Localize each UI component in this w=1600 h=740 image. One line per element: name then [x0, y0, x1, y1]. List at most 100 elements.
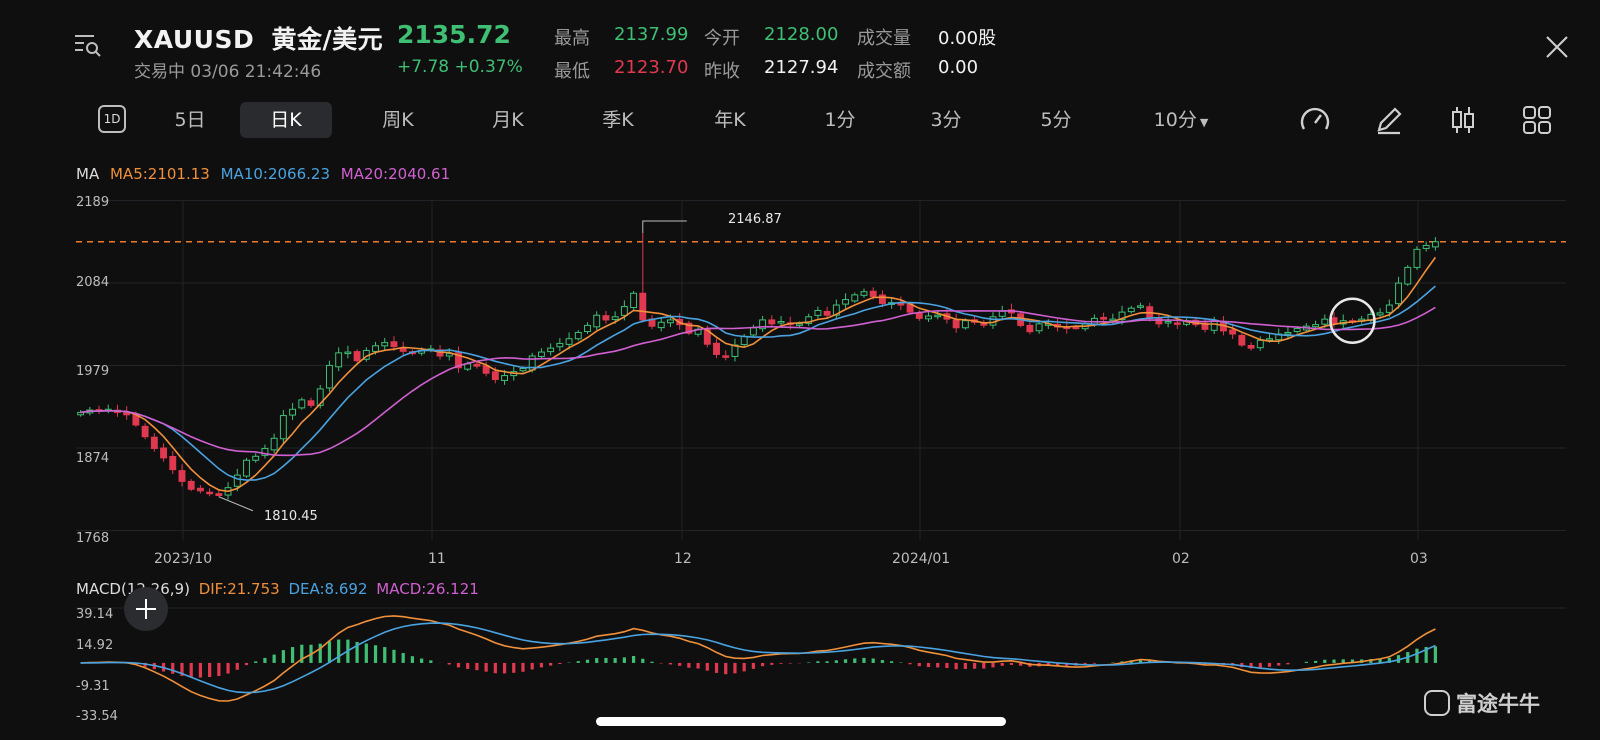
candle-body [713, 342, 720, 355]
tab-3min[interactable]: 3分 [930, 109, 962, 131]
tab-daily-k[interactable]: 日K [240, 102, 332, 138]
candle-body [252, 455, 260, 461]
candle-body [1312, 324, 1320, 328]
candle-body [611, 316, 619, 320]
candle-body [842, 299, 850, 305]
candle-body [740, 335, 748, 346]
candle-body [1127, 307, 1135, 313]
gauge-icon[interactable] [1298, 103, 1332, 137]
candle-body [187, 480, 195, 490]
tab-yearly-k[interactable]: 年K [714, 109, 746, 131]
tab-1min[interactable]: 1分 [824, 109, 856, 131]
candle-body [1293, 328, 1301, 333]
candle-body [832, 304, 840, 316]
y-tick-label: 2189 [76, 195, 110, 210]
stat-turnover-value: 0.00 [938, 57, 979, 78]
macd-value-legend: MACD:26.121 [376, 580, 479, 598]
tab-monthly-k[interactable]: 月K [492, 109, 524, 131]
candle-body [1321, 318, 1329, 325]
candle-body [869, 290, 877, 297]
caret-down-icon: ▼ [1199, 116, 1209, 129]
stat-high-value: 2137.99 [614, 24, 689, 45]
x-tick-label: 02 [1172, 551, 1190, 567]
candle-body [353, 351, 361, 362]
macd-y-tick-label: 14.92 [76, 638, 114, 653]
candle-body [666, 319, 674, 324]
stat-open-label: 今开 [704, 28, 740, 49]
candle-body [703, 328, 711, 345]
dea-legend: DEA:8.692 [288, 580, 368, 598]
candle-body [1330, 317, 1338, 324]
candle-body [372, 345, 379, 352]
candle-body [1284, 331, 1292, 335]
candlestick-icon[interactable] [1446, 103, 1480, 137]
candle-body [749, 327, 757, 336]
ma-legend-title: MA [76, 165, 100, 183]
candle-body [445, 353, 453, 357]
stat-prevclose-value: 2127.94 [764, 57, 839, 78]
candle-body [657, 321, 665, 329]
candle-body [1173, 322, 1181, 325]
tab-5day[interactable]: 5日 [174, 109, 206, 131]
dea-line [80, 622, 1436, 694]
candle-body [915, 313, 923, 319]
candle-body [823, 310, 831, 316]
candle-body [1137, 305, 1144, 308]
tab-5min[interactable]: 5分 [1040, 109, 1072, 131]
symbol-name: 黄金/美元 [271, 25, 384, 54]
dif-legend: DIF:21.753 [198, 580, 280, 598]
highlight-circle [1329, 297, 1376, 344]
stat-prevclose-label: 昨收 [704, 61, 740, 82]
candle-body [316, 388, 324, 406]
candle-body [1164, 320, 1172, 324]
ma20-line [80, 306, 1436, 457]
candle-body [1072, 326, 1080, 330]
candle-body [1247, 344, 1255, 349]
candle-body [325, 364, 333, 389]
candle-body [851, 294, 859, 302]
period-settings-button[interactable]: 1D [98, 105, 126, 133]
candle-body [722, 355, 730, 358]
high-leader-line [642, 220, 687, 234]
tab-weekly-k[interactable]: 周K [382, 109, 414, 131]
y-tick-label: 2084 [76, 275, 110, 290]
symbol-code: XAUUSD [134, 25, 255, 54]
candle-body [1238, 334, 1246, 346]
candle-body [279, 415, 287, 440]
candle-body [1431, 241, 1439, 248]
candle-body [141, 425, 149, 438]
ma20-legend: MA20:2040.61 [340, 165, 451, 183]
home-indicator[interactable] [596, 717, 1006, 726]
candle-body [565, 338, 573, 345]
candle-body [620, 306, 628, 316]
candle-body [1155, 317, 1163, 325]
watermark: 富途牛牛 [1424, 688, 1540, 718]
candle-body [805, 316, 813, 324]
candle-body [1395, 282, 1402, 305]
candle-body [289, 408, 297, 416]
candle-body [307, 400, 315, 406]
ma10-legend: MA10:2066.23 [220, 165, 330, 183]
tab-10min-dropdown[interactable]: 10分 ▼ [1146, 102, 1216, 138]
stat-open-value: 2128.00 [764, 24, 839, 45]
candle-body [455, 352, 462, 369]
tab-quarterly-k[interactable]: 季K [602, 109, 634, 131]
candle-body [796, 323, 803, 326]
pencil-icon[interactable] [1372, 103, 1406, 137]
add-indicator-button[interactable] [124, 587, 168, 631]
stat-turnover-label: 成交额 [857, 61, 911, 82]
candle-body [206, 491, 214, 495]
candle-body [980, 323, 988, 326]
candle-body [233, 474, 241, 487]
candle-body [169, 455, 177, 471]
candle-body [491, 371, 499, 381]
macd-y-tick-label: -9.31 [76, 679, 110, 694]
close-icon[interactable] [1544, 34, 1570, 60]
candle-body [925, 315, 932, 320]
candle-body [878, 294, 886, 304]
candle-body [160, 447, 168, 459]
menu-search-icon[interactable] [72, 30, 102, 60]
grid-icon[interactable] [1520, 103, 1554, 137]
macd-chart[interactable] [0, 600, 1600, 730]
candlestick-chart[interactable] [0, 190, 1600, 560]
